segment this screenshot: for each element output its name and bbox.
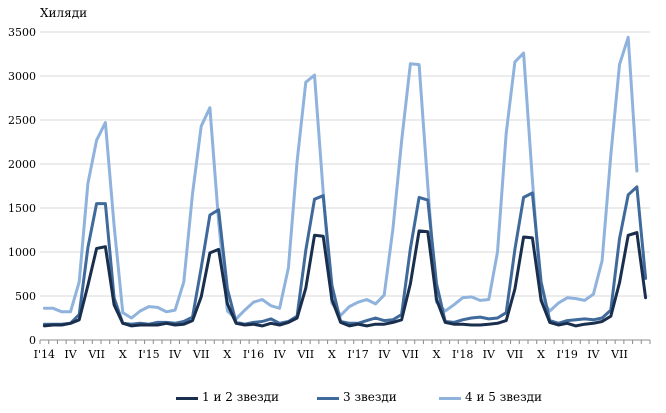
y-tick-label: 2000	[8, 158, 36, 171]
x-axis: I'14 IV VII X I'15 IV VII X I'16 IV VII X I'17 IV VII X…	[34, 340, 651, 361]
x-tick-label: IV	[587, 348, 600, 361]
y-axis: 0 500 1000 1500 2000 2500 3000 3500	[8, 26, 36, 347]
x-tick-label: I'16	[243, 348, 264, 361]
x-tick-label: VII	[296, 348, 314, 361]
y-tick-label: 3000	[8, 70, 36, 83]
legend-label-1: 1 и 2 звезди	[202, 390, 280, 404]
x-tick-label: X	[433, 348, 441, 361]
y-tick-label: 500	[15, 290, 36, 303]
y-tick-label: 0	[29, 334, 36, 347]
y-tick-label: 1000	[8, 246, 36, 259]
x-tick-label: I'15	[138, 348, 159, 361]
series-line-3	[42, 35, 639, 321]
legend-swatch-3	[439, 397, 461, 400]
x-tick-label: VII	[401, 348, 419, 361]
y-tick-label: 1500	[8, 202, 36, 215]
legend-swatch-2	[317, 397, 339, 400]
x-tick-label: VII	[506, 348, 524, 361]
y-tick-label: 2500	[8, 114, 36, 127]
x-tick-label: I'18	[452, 348, 473, 361]
gridlines	[40, 31, 650, 341]
series-line-2	[42, 185, 648, 326]
x-tick-label: I'17	[347, 348, 368, 361]
legend-swatch-1	[176, 397, 198, 400]
x-tick-label: X	[537, 348, 545, 361]
x-tick-label: I'14	[34, 348, 55, 361]
x-tick-label: VII	[192, 348, 210, 361]
x-tick-label: IV	[169, 348, 182, 361]
y-tick-label: 3500	[8, 26, 36, 39]
x-tick-label: X	[223, 348, 231, 361]
y-unit-label: Хиляди	[40, 6, 88, 20]
legend-label-2: 3 звезди	[343, 390, 397, 404]
x-tick-label: X	[119, 348, 127, 361]
x-tick-label: I'19	[557, 348, 578, 361]
x-tick-label: IV	[378, 348, 391, 361]
series-line-1	[42, 229, 648, 328]
x-tick-label: IV	[483, 348, 496, 361]
x-tick-label: VII	[610, 348, 628, 361]
x-tick-label: VII	[87, 348, 105, 361]
legend: 1 и 2 звезди 3 звезди 4 и 5 звезди	[0, 390, 666, 408]
series-group	[42, 35, 648, 328]
x-tick-label: X	[328, 348, 336, 361]
x-tick-label: IV	[64, 348, 77, 361]
legend-label-3: 4 и 5 звезди	[465, 390, 543, 404]
x-tick-label: IV	[273, 348, 286, 361]
